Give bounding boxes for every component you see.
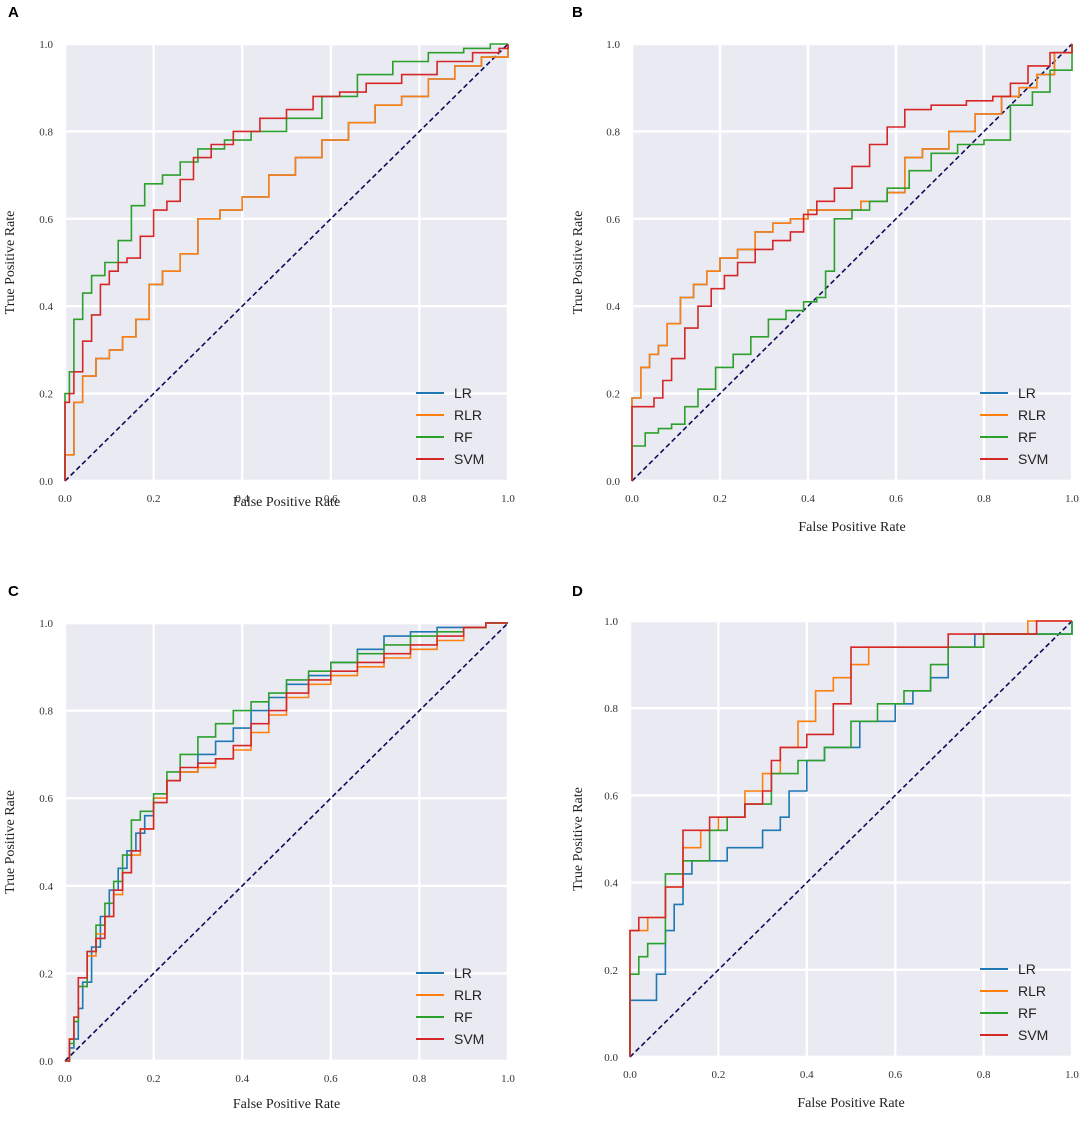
legend: LR RLR RF SVM (980, 385, 1048, 467)
x-tick-label: 0.6 (889, 493, 903, 505)
y-tick-label: 0.2 (39, 389, 53, 401)
panel-label: D (572, 583, 583, 600)
roc-line-rf (629, 621, 1073, 1057)
x-tick-label: 0.6 (888, 1069, 902, 1081)
y-tick-label: 0.0 (604, 1052, 618, 1064)
x-axis-label: False Positive Rate (798, 520, 905, 535)
y-tick-label: 0.6 (39, 793, 53, 805)
x-tick-label: 0.0 (58, 1073, 72, 1085)
roc-line-svm (629, 620, 1072, 1057)
y-tick-label: 0.6 (606, 214, 620, 226)
x-tick-label: 0.2 (147, 1073, 161, 1085)
legend-label-rf: RF (454, 1009, 473, 1025)
roc-line-rf (64, 43, 508, 481)
panel-label: C (8, 583, 19, 600)
x-tick-label: 1.0 (501, 1073, 515, 1085)
legend-label-rf: RF (454, 429, 473, 445)
y-tick-label: 1.0 (39, 618, 53, 630)
x-tick-label: 0.4 (800, 1069, 814, 1081)
x-axis-label: False Positive Rate (797, 1096, 904, 1111)
y-axis-label: True Positive Rate (571, 211, 586, 315)
y-tick-label: 0.4 (39, 301, 53, 313)
roc-line-svm (64, 44, 509, 481)
y-axis-label: True Positive Rate (3, 790, 18, 894)
legend-label-rf: RF (1018, 429, 1037, 445)
chance-diagonal-line (631, 43, 1073, 482)
y-tick-label: 0.8 (606, 126, 620, 138)
panel-b: B 0.0 0.2 0.4 0.6 0.8 1.0 0.0 0.2 0.4 0.6 0.8 1.0 Fal… (571, 4, 1079, 535)
x-tick-label: 0.4 (235, 493, 249, 505)
legend-label-lr: LR (1018, 961, 1036, 977)
legend-label-svm: SVM (1018, 1027, 1048, 1043)
y-tick-label: 1.0 (606, 39, 620, 51)
y-tick-label: 0.2 (39, 968, 53, 980)
x-axis-label: False Positive Rate (233, 495, 340, 510)
x-tick-label: 0.8 (977, 1069, 991, 1081)
y-tick-label: 1.0 (39, 39, 53, 51)
x-tick-label: 0.6 (324, 1073, 338, 1085)
legend-label-lr: LR (1018, 385, 1036, 401)
x-tick-label: 1.0 (501, 493, 515, 505)
legend-label-rlr: RLR (1018, 983, 1046, 999)
y-tick-label: 0.4 (606, 301, 620, 313)
legend-label-rlr: RLR (454, 407, 482, 423)
x-tick-label: 0.0 (58, 493, 72, 505)
legend: LR RLR RF SVM (416, 965, 484, 1047)
panel-label: B (572, 4, 583, 21)
legend-label-lr: LR (454, 965, 472, 981)
legend-label-svm: SVM (454, 1031, 484, 1047)
y-tick-label: 0.8 (39, 706, 53, 718)
legend-label-lr: LR (454, 385, 472, 401)
x-tick-label: 0.8 (413, 493, 427, 505)
x-tick-label: 0.2 (712, 1069, 726, 1081)
roc-line-rlr (631, 44, 1073, 481)
x-tick-label: 0.2 (147, 493, 161, 505)
x-tick-label: 0.4 (801, 493, 815, 505)
y-tick-label: 1.0 (604, 616, 618, 628)
y-tick-label: 0.2 (606, 389, 620, 401)
legend-label-rlr: RLR (454, 987, 482, 1003)
y-tick-label: 0.2 (604, 965, 618, 977)
y-tick-label: 0.8 (39, 126, 53, 138)
x-tick-label: 0.0 (625, 493, 639, 505)
y-tick-label: 0.6 (604, 790, 618, 802)
panel-label: A (8, 4, 19, 21)
x-tick-label: 0.8 (977, 493, 991, 505)
x-tick-label: 0.8 (413, 1073, 427, 1085)
panel-c: C 0.0 0.2 0.4 0.6 0.8 1.0 0.0 0.2 0.4 0.6 0.8 1.0 Fal… (3, 583, 515, 1112)
legend-label-svm: SVM (1018, 451, 1048, 467)
y-tick-label: 0.0 (39, 1056, 53, 1068)
y-axis-label: True Positive Rate (3, 211, 18, 315)
x-tick-label: 0.4 (235, 1073, 249, 1085)
y-tick-label: 0.0 (606, 476, 620, 488)
x-tick-label: 0.6 (324, 493, 338, 505)
panel-d: D 0.0 0.2 0.4 0.6 0.8 1.0 0.0 0.2 0.4 0.6 0.8 1.0 Fal… (571, 583, 1079, 1111)
roc-line-rf (631, 44, 1073, 481)
roc-line-svm (631, 44, 1073, 481)
y-tick-label: 0.8 (604, 703, 618, 715)
legend: LR RLR RF SVM (416, 385, 484, 467)
y-tick-label: 0.4 (39, 881, 53, 893)
legend: LR RLR RF SVM (980, 961, 1048, 1043)
y-tick-label: 0.0 (39, 476, 53, 488)
roc-line-rlr (64, 44, 509, 481)
legend-label-rf: RF (1018, 1005, 1037, 1021)
x-axis-label: False Positive Rate (233, 1097, 340, 1112)
panel-a: A 0.0 0.2 0.4 0.6 0.8 1.0 0.0 0.2 0.4 0.6 0.8 1.0 Fal… (3, 4, 515, 510)
legend-label-svm: SVM (454, 451, 484, 467)
legend-label-rlr: RLR (1018, 407, 1046, 423)
x-tick-label: 0.0 (623, 1069, 637, 1081)
x-tick-label: 0.2 (713, 493, 727, 505)
y-tick-label: 0.4 (604, 878, 618, 890)
y-tick-label: 0.6 (39, 214, 53, 226)
y-axis-label: True Positive Rate (571, 787, 586, 891)
x-tick-label: 1.0 (1065, 1069, 1079, 1081)
roc-line-svm (65, 622, 508, 1062)
x-tick-label: 1.0 (1065, 493, 1079, 505)
